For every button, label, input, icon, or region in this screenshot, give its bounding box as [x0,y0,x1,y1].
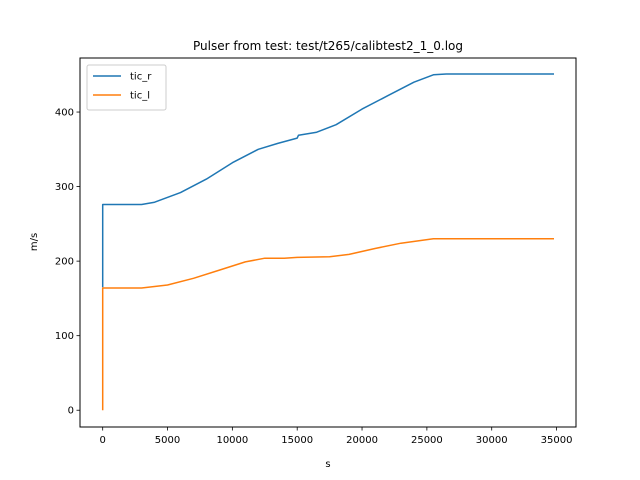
y-tick-label-2: 200 [55,257,74,268]
legend-label-tic-l: tic_l [130,91,150,102]
y-axis: 0 100 200 300 400 [55,108,80,417]
x-tick-label-5: 25000 [411,435,443,446]
legend: tic_r tic_l [86,64,167,111]
y-axis-label: m/s [29,233,40,251]
x-tick-label-4: 20000 [346,435,378,446]
x-tick-label-2: 10000 [216,435,248,446]
legend-box [86,64,167,111]
y-tick-label-1: 100 [55,331,74,342]
x-tick-label-6: 30000 [476,435,508,446]
x-tick-label-1: 5000 [155,435,180,446]
x-axis: 0 5000 10000 15000 20000 25000 30000 35000 [100,427,573,446]
x-tick-label-7: 35000 [541,435,573,446]
series-line-tic-r [101,73,554,288]
y-tick-label-3: 300 [55,182,74,193]
plot-frame [79,57,577,428]
series-line-tic-l [101,238,554,411]
y-tick-label-0: 0 [68,406,74,417]
x-axis-label: s [325,459,330,470]
x-tick-label-0: 0 [100,435,106,446]
legend-label-tic-r: tic_r [130,72,152,83]
x-tick-label-3: 15000 [281,435,313,446]
series-layer [101,73,554,411]
y-tick-label-4: 400 [55,108,74,119]
chart-title: Pulser from test: test/t265/calibtest2_1… [193,39,463,53]
